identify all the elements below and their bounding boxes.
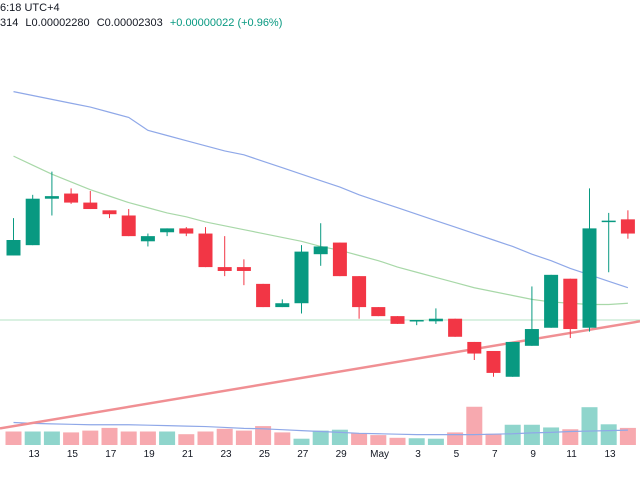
volume-bar — [370, 435, 387, 445]
candle-body — [102, 210, 117, 215]
x-tick-label: 21 — [182, 449, 194, 460]
ohlc-open-fragment: 314 — [0, 17, 19, 29]
volume-bar — [274, 432, 291, 445]
volume-bar — [619, 427, 636, 445]
volume-bar — [5, 431, 22, 445]
candle-body — [83, 202, 98, 210]
ohlc-close: C0.00002303 — [96, 17, 163, 29]
volume-bar — [43, 431, 60, 445]
candle-body — [198, 233, 213, 268]
volume-bar — [485, 433, 502, 445]
volume-bar — [197, 431, 214, 445]
candle-body — [352, 276, 367, 308]
candle-body — [524, 329, 539, 346]
candle-body — [140, 236, 155, 242]
candle-body — [390, 316, 405, 324]
candle-body — [256, 283, 271, 308]
volume-ma-line — [13, 421, 628, 436]
trendline — [0, 320, 640, 430]
candle-body — [236, 267, 251, 271]
volume-bar — [101, 427, 118, 445]
volume-bar — [389, 437, 406, 445]
candle-body — [486, 350, 501, 373]
ohlc-low: L0.00002280 — [25, 17, 90, 29]
candle-body — [371, 307, 386, 317]
candle-body — [409, 320, 424, 322]
candle-body — [332, 242, 347, 277]
x-tick-label: 25 — [259, 449, 271, 460]
volume-bar — [159, 431, 176, 445]
candle-body — [64, 193, 79, 203]
candle-body — [448, 318, 463, 337]
x-tick-label: May — [370, 449, 389, 460]
volume-bar — [255, 426, 272, 445]
candle-body — [467, 341, 482, 354]
candle-body — [160, 228, 175, 233]
x-tick-label: 13 — [604, 449, 616, 460]
time-label: 6:18 UTC+4 — [0, 2, 60, 14]
volume-bar — [120, 431, 137, 445]
volume-bar — [504, 424, 521, 445]
volume-bar — [293, 438, 310, 445]
x-tick-label: 29 — [336, 449, 348, 460]
volume-bar — [447, 432, 464, 445]
candle-body — [217, 267, 232, 271]
volume-bar — [312, 430, 329, 445]
x-tick-label: 11 — [566, 449, 577, 460]
ohlc-change: +0.00000022 (+0.96%) — [169, 17, 283, 29]
candle-body — [544, 274, 559, 328]
volume-bar — [581, 407, 598, 445]
volume-bar — [427, 438, 444, 445]
ohlc-readout: 314 L0.00002280 C0.00002303 +0.00000022 … — [0, 17, 286, 29]
volume-bar — [331, 429, 348, 445]
volume-bar — [466, 406, 483, 445]
x-tick-label: 5 — [454, 449, 460, 460]
x-tick-label: 19 — [144, 449, 156, 460]
candle-body — [121, 215, 136, 237]
x-tick-label: 15 — [67, 449, 79, 460]
candle-body — [582, 228, 597, 328]
x-tick-label: 17 — [105, 449, 117, 460]
x-tick-label: 13 — [28, 449, 40, 460]
x-tick-label: 9 — [530, 449, 536, 460]
candle-body — [620, 219, 635, 234]
volume-bar — [600, 424, 617, 445]
volume-bar — [523, 424, 540, 445]
volume-bar — [216, 428, 233, 445]
ma-blue-line — [13, 91, 629, 289]
volume-bar — [543, 427, 560, 445]
volume-bar — [351, 433, 368, 445]
symbol-header: 6:18 UTC+4 314 L0.00002280 C0.00002303 +… — [0, 0, 640, 36]
volume-bar — [178, 434, 195, 445]
candle-body — [179, 228, 194, 234]
candle-body — [25, 198, 40, 246]
candle-body — [601, 220, 616, 223]
candle-body — [44, 196, 59, 199]
volume-bar — [24, 431, 41, 445]
candle-body — [313, 246, 328, 255]
candle-body — [563, 278, 578, 330]
volume-bar — [562, 429, 579, 445]
x-tick-label: 23 — [220, 449, 232, 460]
volume-bar — [235, 430, 252, 445]
x-tick-label: 7 — [492, 449, 498, 460]
candle-body — [505, 341, 520, 377]
candle-body — [6, 240, 21, 256]
volume-bar — [139, 431, 156, 445]
candle-body — [428, 318, 443, 322]
volume-bar — [82, 430, 99, 445]
candle-body — [275, 303, 290, 308]
candle-body — [294, 251, 309, 304]
x-tick-label: 27 — [297, 449, 309, 460]
volume-bar — [408, 438, 425, 445]
x-tick-label: 3 — [415, 449, 421, 460]
volume-bar — [63, 432, 80, 445]
